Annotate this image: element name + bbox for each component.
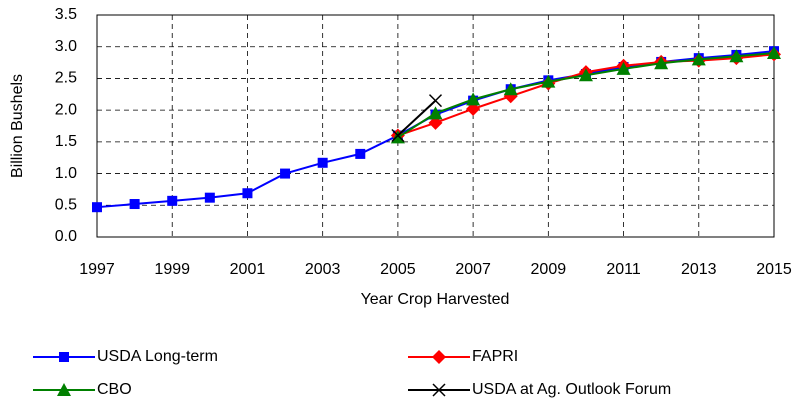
x-tick-label: 2003 <box>305 261 341 278</box>
data-point <box>428 106 443 120</box>
data-point <box>767 46 781 60</box>
x-tick-label: 2013 <box>681 261 717 278</box>
y-tick-label: 1.0 <box>55 165 77 182</box>
data-point <box>729 49 744 63</box>
data-point <box>541 74 556 88</box>
data-point <box>578 68 593 82</box>
y-tick-label: 3.5 <box>55 6 77 23</box>
y-tick-label: 0.0 <box>55 228 77 245</box>
data-point <box>167 195 178 206</box>
data-point <box>92 202 102 213</box>
x-tick-label: 2005 <box>380 261 416 278</box>
data-point <box>691 52 706 66</box>
x-tick-label: 1999 <box>154 261 190 278</box>
x-axis-title: Year Crop Harvested <box>361 291 510 308</box>
legend-label: USDA at Ag. Outlook Forum <box>472 381 671 398</box>
y-tick-label: 2.5 <box>55 70 77 87</box>
y-tick-label: 3.0 <box>55 38 77 55</box>
y-tick-label: 2.0 <box>55 101 77 118</box>
data-point <box>390 130 405 144</box>
data-point <box>129 199 140 210</box>
x-tick-label: 2011 <box>606 261 641 278</box>
y-tick-label: 1.5 <box>55 133 77 150</box>
data-point <box>204 192 215 203</box>
x-tick-label: 2015 <box>756 261 792 278</box>
legend-marker <box>59 352 69 362</box>
data-point <box>428 115 443 130</box>
data-point <box>654 56 669 70</box>
data-point <box>391 128 405 143</box>
data-point <box>428 94 443 108</box>
data-point <box>280 168 291 179</box>
data-point <box>503 82 518 96</box>
legend-marker <box>432 350 446 364</box>
y-tick-label: 0.5 <box>55 197 77 214</box>
data-point <box>317 157 328 168</box>
legend-marker <box>432 383 446 397</box>
legend-marker <box>57 383 71 396</box>
data-point <box>355 148 366 159</box>
data-point <box>466 101 481 116</box>
data-point <box>242 188 253 199</box>
x-tick-label: 2001 <box>230 261 266 278</box>
legend-label: CBO <box>97 381 132 398</box>
legend-label: FAPRI <box>472 348 518 365</box>
y-axis-title: Billion Bushels <box>9 74 26 178</box>
data-point <box>616 61 631 75</box>
data-point <box>466 92 481 106</box>
x-tick-label: 1997 <box>79 261 115 278</box>
x-tick-label: 2007 <box>455 261 491 278</box>
legend-label: USDA Long-term <box>97 348 218 365</box>
x-tick-label: 2009 <box>531 261 567 278</box>
series-line <box>397 99 437 137</box>
